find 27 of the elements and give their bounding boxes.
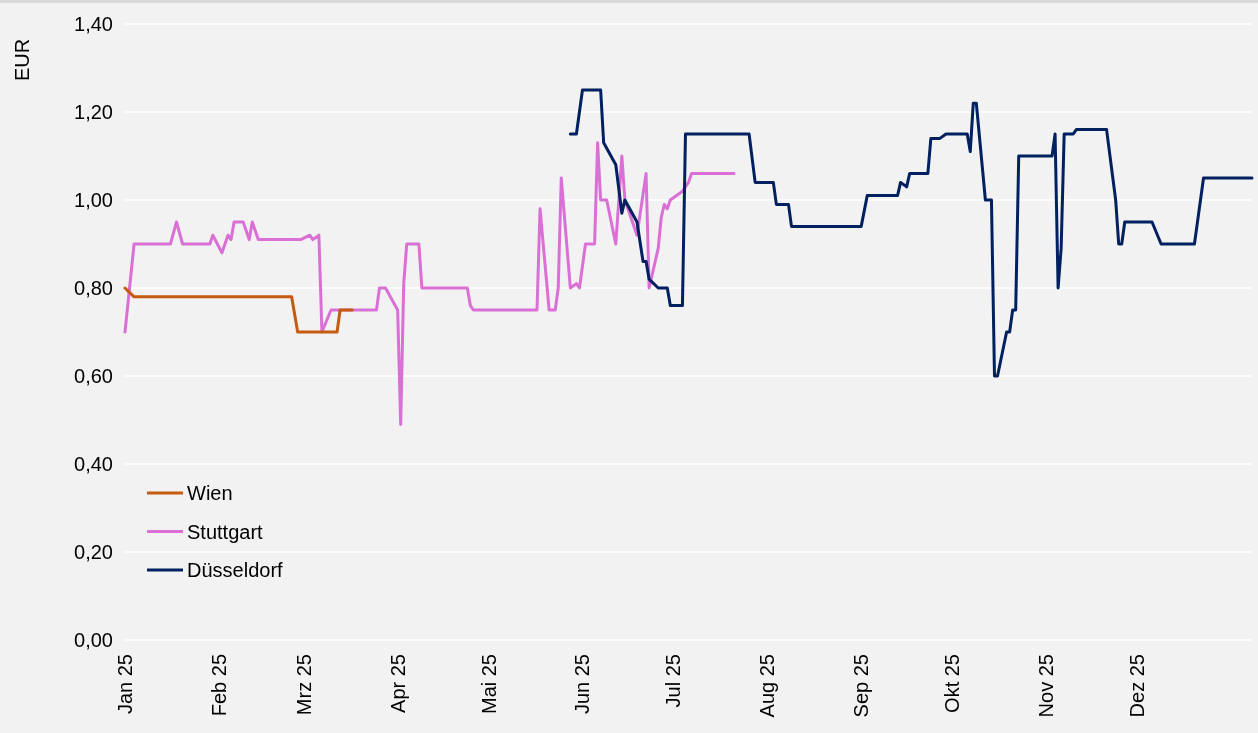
y-tick-label: 1,20 [74, 101, 113, 123]
x-tick-label: Mrz 25 [292, 654, 315, 716]
x-tick-label: Nov 25 [1034, 654, 1057, 718]
line-series [568, 88, 1254, 378]
x-tick-label: Jun 25 [571, 654, 594, 715]
x-tick-label: Okt 25 [941, 654, 964, 713]
y-tick-label: 0,00 [74, 629, 113, 651]
x-tick-label: Sep 25 [850, 654, 873, 718]
line-series [123, 286, 354, 334]
y-tick-label: 0,60 [74, 365, 113, 387]
legend-label: Stuttgart [187, 520, 264, 543]
y-axis-title: EUR [11, 38, 33, 82]
x-tick-label: Jul 25 [662, 654, 685, 708]
x-tick-label: Aug 25 [756, 654, 779, 718]
y-tick-label: 0,80 [74, 277, 113, 299]
y-tick-label: 0,40 [74, 453, 113, 475]
x-tick-label: Apr 25 [386, 654, 409, 713]
y-tick-label: 0,20 [74, 541, 113, 563]
x-tick-label: Feb 25 [207, 654, 230, 717]
x-tick-label: Dez 25 [1125, 654, 1148, 718]
x-tick-label: Jan 25 [114, 654, 136, 715]
y-tick-label: 1,00 [74, 189, 113, 211]
legend-label: Wien [187, 482, 233, 504]
legend-label: Düsseldorf [187, 559, 284, 581]
y-tick-label: 1,40 [74, 13, 113, 35]
line-series [123, 141, 736, 426]
x-tick-label: Mai 25 [477, 654, 500, 715]
